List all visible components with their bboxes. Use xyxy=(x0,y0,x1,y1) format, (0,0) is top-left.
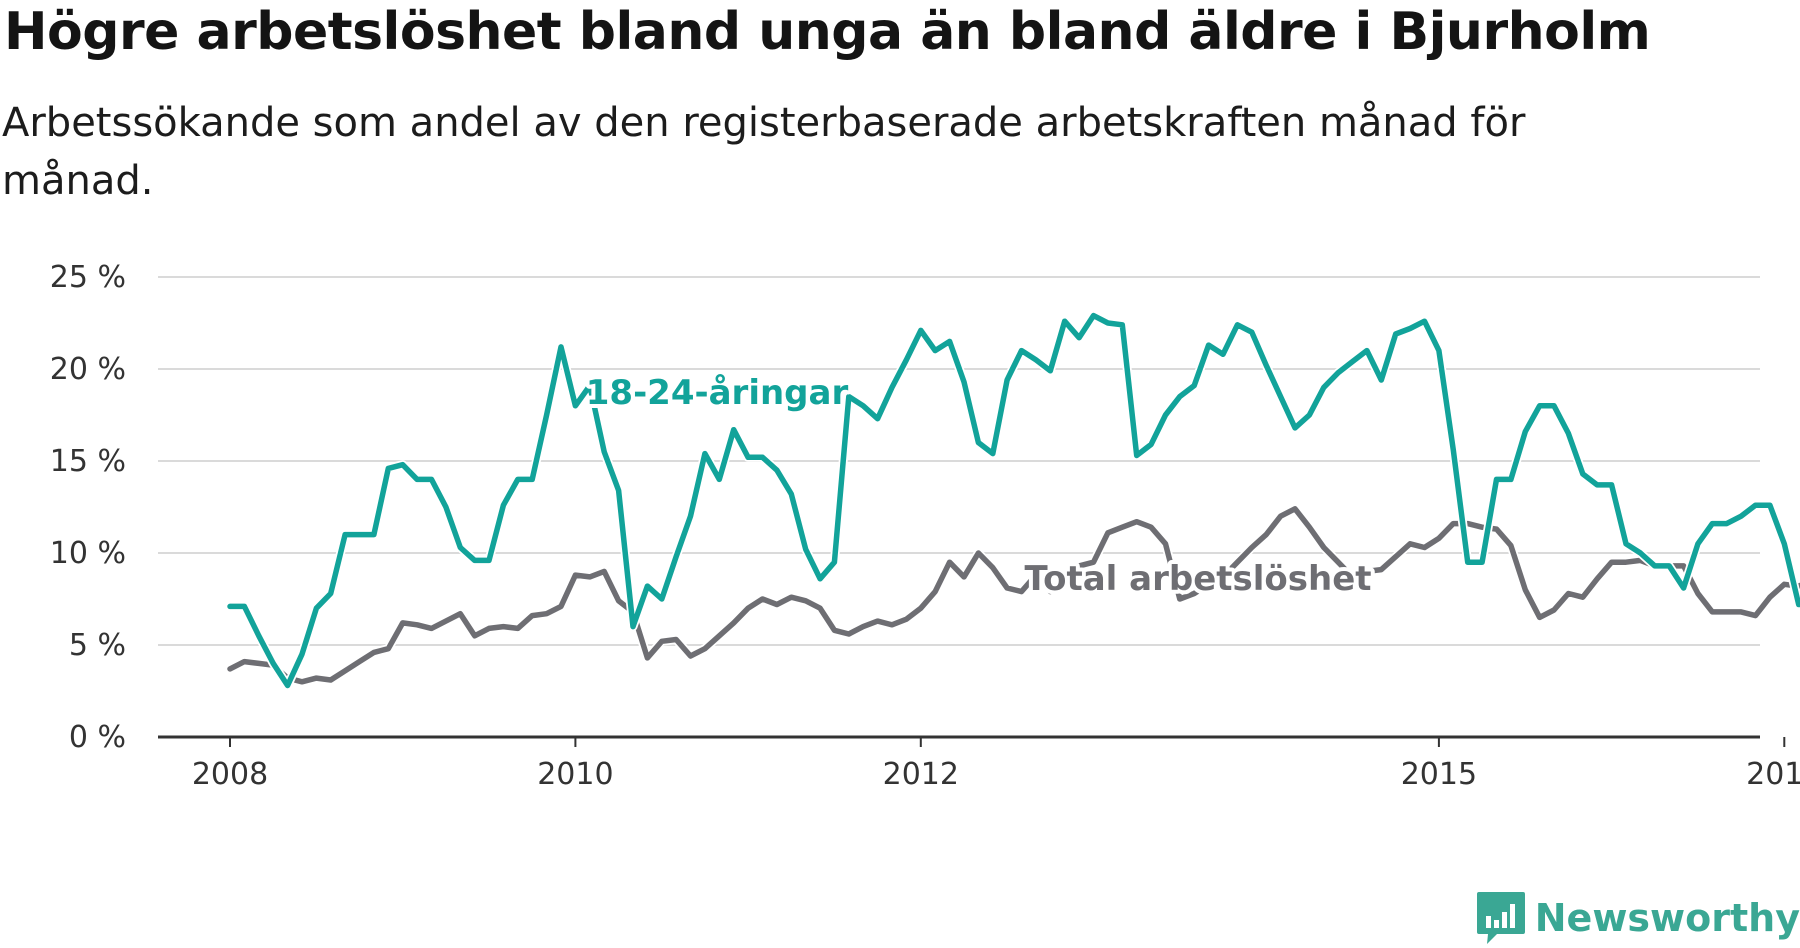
newsworthy-wordmark: Newsworthy xyxy=(1534,896,1800,940)
x-tick-label: 2008 xyxy=(192,757,268,792)
y-axis-tick-labels: 0 % 5 % 10 % 15 % 20 % 25 % xyxy=(50,260,126,755)
series-line-halo xyxy=(225,311,1800,690)
x-tick-label: 2010 xyxy=(537,757,613,792)
y-tick-label: 0 % xyxy=(69,720,126,755)
x-tick-label: 2012 xyxy=(883,757,959,792)
chart-title: Högre arbetslöshet bland unga än bland ä… xyxy=(4,2,1651,62)
series-label-youth-halo: 18-24-åringar xyxy=(586,373,849,413)
y-tick-label: 10 % xyxy=(50,536,126,571)
x-axis: 20082010201220152017202020222024 xyxy=(158,735,1800,792)
series-line-youth xyxy=(227,312,1800,689)
y-tick-label: 20 % xyxy=(50,352,126,387)
series-label-total: Total arbetslöshet xyxy=(1024,559,1371,599)
newsworthy-logo[interactable]: Newsworthy xyxy=(1475,890,1800,946)
y-tick-label: 5 % xyxy=(69,628,126,663)
series-label-youth: 18-24-åringar xyxy=(586,373,849,413)
y-tick-label: 25 % xyxy=(50,260,126,295)
x-tick-label: 2017 xyxy=(1746,757,1800,792)
y-tick-label: 15 % xyxy=(50,444,126,479)
newsworthy-logo-icon xyxy=(1476,892,1525,944)
series-line-total xyxy=(230,509,1800,682)
series-lines xyxy=(225,311,1800,690)
x-tick-label: 2015 xyxy=(1401,757,1477,792)
chart-subtitle: Arbetssökande som andel av den registerb… xyxy=(2,100,1526,204)
series-label-total-halo: Total arbetslöshet xyxy=(1024,559,1371,599)
